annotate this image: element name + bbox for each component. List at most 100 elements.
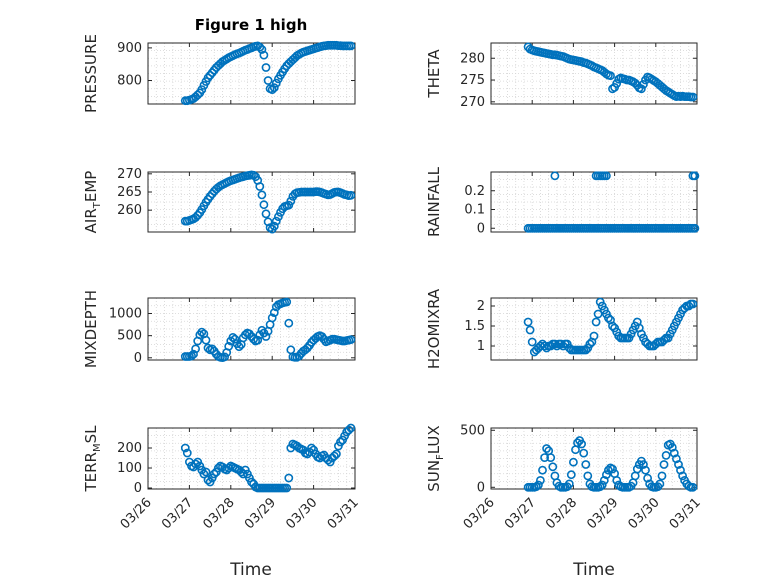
data-point: [199, 469, 209, 479]
data-point: [284, 473, 294, 483]
data-point: [193, 90, 203, 100]
y-tick-label: 900: [117, 41, 142, 56]
data-point: [182, 448, 192, 458]
data-point: [612, 475, 622, 485]
data-point: [688, 92, 698, 102]
axes-box: [147, 42, 356, 105]
axes-box: [490, 297, 698, 361]
data-point: [546, 453, 556, 462]
data-point: [593, 309, 603, 319]
data-point: [187, 351, 196, 361]
data-point: [659, 460, 669, 469]
data-point: [538, 465, 547, 475]
subplot-theta: 270 275 280 THETA: [425, 42, 698, 110]
x-tick-label: 03/28: [543, 495, 580, 532]
data-point: [346, 190, 356, 200]
data-point: [336, 437, 345, 447]
data-point: [552, 341, 562, 351]
axes-box: [147, 297, 356, 361]
data-point: [209, 469, 219, 479]
data-point: [346, 335, 356, 344]
data-point: [201, 335, 211, 345]
data-point: [608, 321, 617, 331]
data-point: [249, 334, 258, 344]
subplot-h2omixra: 1 1.5 2 H2OMIXRA: [425, 288, 698, 369]
y-tick-label: 280: [460, 51, 485, 66]
y-tick-label: 265: [117, 185, 142, 200]
y-tick-label: 100: [117, 461, 142, 476]
data-point: [591, 317, 601, 327]
x-axis-label-right: Time: [572, 560, 615, 580]
y-tick-label: 1.5: [464, 319, 485, 334]
data-point: [282, 297, 292, 307]
x-tick-label: 03/29: [242, 495, 279, 532]
x-axis-label-left: Time: [229, 560, 272, 580]
data-point: [284, 318, 294, 328]
data-point: [302, 449, 312, 459]
plot-area: [148, 172, 355, 232]
x-tick-label: 03/30: [626, 495, 663, 532]
x-tick-label: 03/28: [201, 495, 238, 532]
data-point: [612, 79, 622, 88]
x-tick-label: 03/26: [461, 495, 498, 532]
data-point: [680, 303, 689, 313]
data-point: [556, 339, 566, 349]
data-point: [253, 335, 263, 345]
data-point: [531, 482, 541, 492]
subplot-grid: 800 900 PRESSURE 270 275 280 THETA 260 265 270 AIR…: [82, 34, 704, 532]
y-tick-label: 0.2: [464, 184, 485, 199]
data-point: [207, 344, 217, 354]
data-point: [259, 50, 269, 60]
y-tick-label: 1000: [109, 307, 142, 322]
data-point: [577, 439, 586, 449]
data-point: [220, 352, 229, 362]
data-point: [548, 462, 558, 472]
data-point: [632, 464, 642, 474]
x-tick-label: 03/27: [159, 495, 196, 532]
data-point: [546, 341, 556, 351]
x-tick-label: 03/26: [118, 495, 155, 532]
data-point: [597, 480, 607, 490]
data-point: [228, 332, 238, 342]
data-point: [661, 450, 671, 460]
data-point: [581, 460, 591, 469]
y-tick-label: 800: [117, 74, 142, 89]
data-point: [282, 483, 292, 493]
x-tick-label: 03/27: [502, 495, 539, 532]
axes-box: [147, 427, 356, 490]
data-point: [224, 463, 234, 473]
y-axis-label: AIRTEMP: [82, 171, 103, 234]
data-point: [273, 212, 283, 222]
y-axis-label: MIXDEPTH: [82, 290, 100, 368]
data-point: [191, 459, 200, 469]
data-point: [589, 331, 599, 341]
data-point: [566, 470, 576, 480]
data-point: [271, 216, 281, 226]
subplot-air-temp: 260 265 270 AIRTEMP: [82, 167, 356, 234]
axes-box: [490, 42, 698, 105]
y-tick-label: 270: [460, 95, 485, 110]
y-tick-label: 275: [460, 73, 485, 88]
data-point: [224, 341, 234, 351]
data-point: [667, 442, 677, 452]
data-point: [189, 349, 198, 359]
y-axis-label: PRESSURE: [82, 34, 100, 113]
data-point: [523, 317, 533, 327]
data-point: [604, 313, 613, 323]
data-point: [674, 460, 683, 469]
x-tick-label: 03/31: [325, 495, 362, 532]
data-point: [643, 473, 652, 483]
data-point: [542, 444, 551, 453]
data-point: [307, 443, 316, 453]
subplot-mixdepth: 0 500 1000 MIXDEPTH: [82, 290, 356, 368]
data-point: [581, 345, 591, 355]
y-tick-label: 0: [477, 221, 485, 236]
data-point: [527, 337, 537, 347]
data-point: [639, 80, 648, 89]
data-point: [690, 171, 700, 181]
data-point: [255, 182, 265, 191]
y-tick-label: 0: [477, 480, 485, 495]
plot-area: [148, 298, 355, 360]
data-point: [346, 423, 356, 433]
